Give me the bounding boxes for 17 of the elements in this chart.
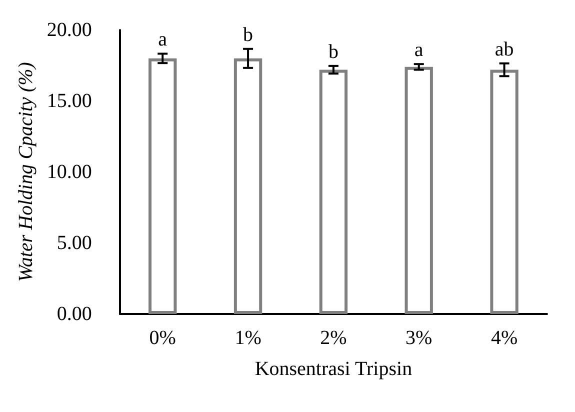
annotation: a — [158, 28, 168, 51]
annotation: ab — [494, 38, 514, 60]
y-tick-label: 20.00 — [46, 19, 92, 41]
annotation: b — [243, 24, 254, 46]
x-tick-label: 0% — [149, 327, 176, 349]
x-tick-label: 3% — [406, 327, 432, 349]
x-tick-label: 1% — [234, 327, 262, 349]
y-tick-label: 0.00 — [56, 303, 92, 325]
y-tick-label: 15.00 — [46, 90, 92, 112]
annotation: b — [328, 40, 338, 63]
x-axis-title: Konsentrasi Tripsin — [254, 358, 412, 380]
annotation: a — [414, 39, 424, 62]
y-tick-label: 5.00 — [56, 232, 92, 254]
x-tick-label: 2% — [320, 327, 347, 349]
y-axis-title: Water Holding Cpacity (%) — [15, 62, 37, 282]
x-tick-label: 4% — [490, 327, 518, 349]
y-tick-label: 10.00 — [46, 161, 92, 183]
